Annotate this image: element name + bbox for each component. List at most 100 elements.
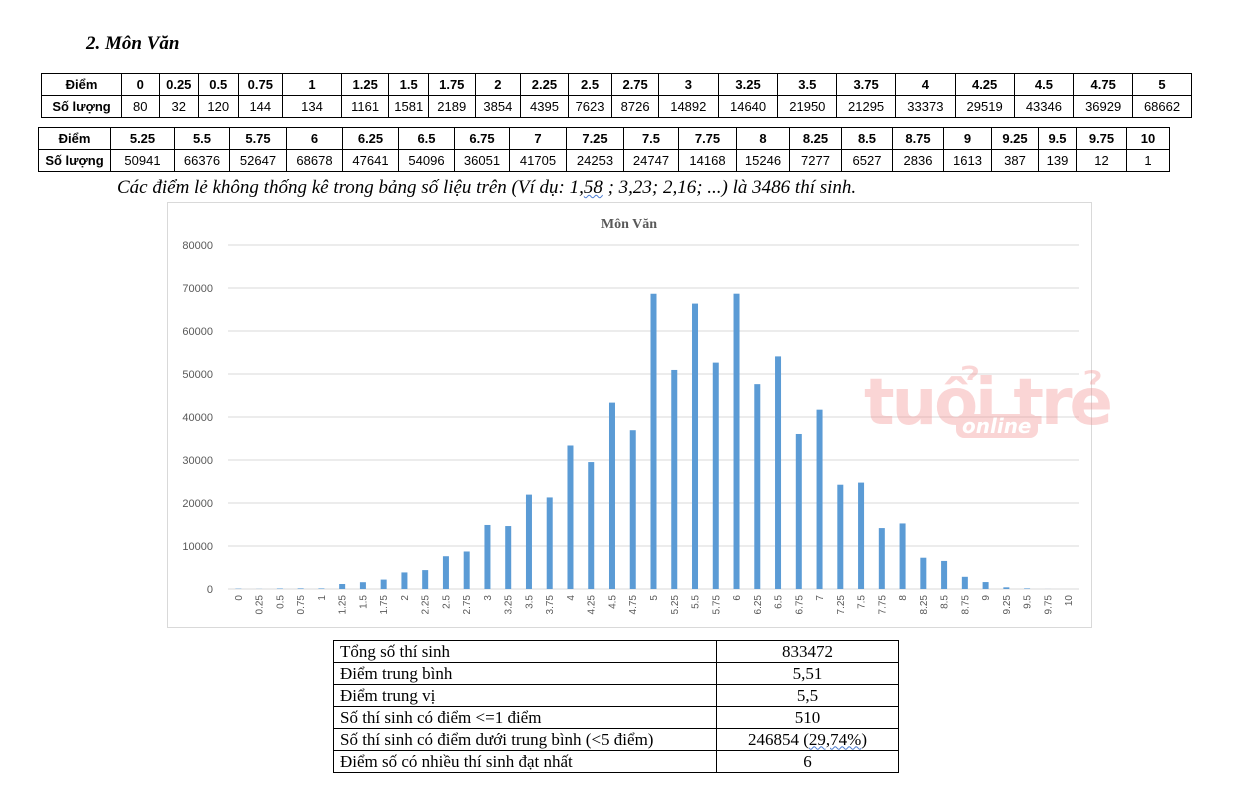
chart-title: Môn Văn	[601, 217, 657, 232]
x-tick-label: 9	[981, 595, 992, 601]
summary-value: 833472	[716, 640, 899, 663]
bar	[858, 482, 865, 589]
score-cell: 3.5	[777, 73, 838, 96]
x-tick-label: 0.25	[255, 595, 266, 615]
y-tick-label: 50000	[182, 369, 213, 381]
x-tick-label: 1.75	[379, 595, 390, 615]
score-cell: 6.75	[454, 127, 510, 150]
score-cell: 7	[509, 127, 567, 150]
count-cell: 120	[198, 95, 239, 118]
bar	[525, 494, 532, 589]
count-cell: 36929	[1073, 95, 1134, 118]
x-tick-label: 6	[732, 595, 743, 601]
bar	[692, 303, 699, 589]
bar	[941, 560, 948, 589]
count-cell: 387	[991, 149, 1039, 172]
count-cell: 52647	[229, 149, 287, 172]
score-cell: 4	[894, 73, 956, 96]
count-cell: 1161	[340, 95, 390, 118]
summary-row: Số thí sinh có điểm dưới trung bình (<5 …	[333, 728, 899, 751]
count-cell: 21950	[777, 95, 838, 118]
note-part-1: Các điểm lẻ không thống kê trong bảng số…	[117, 177, 584, 198]
count-cell: 41705	[509, 149, 567, 172]
x-tick-label: 6.25	[753, 595, 764, 615]
watermark-logo: tuổi trẻ online	[864, 366, 1113, 440]
count-cell: 2189	[427, 95, 476, 118]
bar	[318, 588, 325, 589]
score-cell: 4.75	[1073, 73, 1134, 96]
count-cell: 68662	[1132, 95, 1192, 118]
note-part-2: ; 3,23; 2,16; ...) là 3486 thí sinh.	[602, 177, 857, 198]
summary-row: Điểm số có nhiều thí sinh đạt nhất 6	[333, 750, 899, 773]
x-tick-label: 6.5	[774, 595, 785, 609]
count-cell: 1613	[943, 149, 992, 172]
row-label-count: Số lượng	[40, 95, 123, 118]
bar	[359, 582, 366, 589]
bar	[297, 588, 304, 589]
score-cell: 9.5	[1038, 127, 1077, 150]
summary-label: Điểm số có nhiều thí sinh đạt nhất	[333, 750, 717, 773]
y-tick-label: 0	[207, 584, 213, 596]
x-tick-label: 0	[234, 595, 245, 601]
score-cell: 6.5	[398, 127, 455, 150]
count-cell: 66376	[174, 149, 230, 172]
count-cell: 134	[282, 95, 342, 118]
count-cell: 68678	[286, 149, 343, 172]
score-cell: 9.25	[991, 127, 1039, 150]
count-cell: 7623	[567, 95, 613, 118]
y-tick-label: 40000	[182, 412, 213, 424]
count-cell: 33373	[894, 95, 956, 118]
bar	[588, 462, 595, 589]
summary-value: 6	[716, 750, 899, 773]
count-cell: 8726	[611, 95, 659, 118]
count-cell: 2836	[892, 149, 944, 172]
x-tick-label: 8.25	[919, 595, 930, 615]
bar	[629, 430, 636, 589]
summary-label: Tổng số thí sinh	[333, 640, 717, 663]
bar	[733, 293, 740, 589]
bar	[1024, 588, 1031, 589]
score-cell: 5.5	[174, 127, 230, 150]
score-cell: 1.25	[340, 73, 390, 96]
count-cell: 47641	[342, 149, 399, 172]
score-cell: 9	[943, 127, 992, 150]
summary-label: Điểm trung bình	[333, 662, 717, 685]
count-cell: 7277	[789, 149, 842, 172]
score-cell: 5.75	[229, 127, 287, 150]
bar-chart: Môn Văn 0 10000 20000 30000 40000 50000 60000 70…	[167, 202, 1092, 628]
score-cell: 2.5	[567, 73, 613, 96]
count-cell: 1581	[388, 95, 429, 118]
summary-row: Điểm trung vị 5,5	[333, 684, 899, 707]
y-tick-label: 60000	[182, 326, 213, 338]
row-label-count: Số lượng	[38, 149, 111, 172]
score-cell: 3	[657, 73, 719, 96]
count-cell: 1	[1126, 149, 1170, 172]
summary-value: 246854 (29,74%)	[716, 728, 899, 751]
x-tick-label: 8	[898, 595, 909, 601]
y-tick-label: 70000	[182, 283, 213, 295]
score-cell: 5.25	[110, 127, 175, 150]
y-tick-label: 10000	[182, 541, 213, 553]
x-tick-label: 5	[649, 595, 660, 601]
bar	[961, 576, 968, 589]
bar	[339, 584, 346, 589]
score-cell: 1	[282, 73, 342, 96]
score-cell: 8.75	[892, 127, 944, 150]
bar	[380, 579, 387, 589]
count-cell: 144	[237, 95, 284, 118]
chart-svg: Môn Văn010000200003000040000500006000070…	[182, 217, 1079, 615]
x-tick-label: 3.75	[545, 595, 556, 615]
score-cell: 4.25	[954, 73, 1015, 96]
score-cell: 3.25	[717, 73, 779, 96]
section-heading: 2. Môn Văn	[86, 33, 180, 54]
x-tick-label: 9.75	[1043, 595, 1054, 615]
x-tick-label: 1	[317, 595, 328, 601]
y-tick-label: 30000	[182, 455, 213, 467]
bar	[567, 445, 574, 589]
count-cell: 4395	[520, 95, 569, 118]
x-tick-label: 3	[483, 595, 494, 601]
count-cell: 36051	[454, 149, 510, 172]
score-cell: 2	[474, 73, 522, 96]
count-cell: 29519	[954, 95, 1015, 118]
x-tick-label: 7	[815, 595, 826, 601]
